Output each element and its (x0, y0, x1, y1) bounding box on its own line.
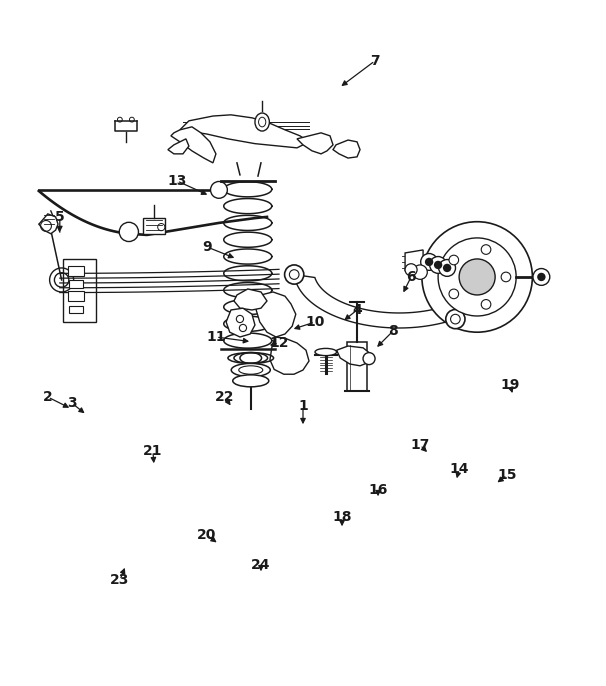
Polygon shape (180, 115, 309, 148)
Text: 14: 14 (450, 462, 469, 476)
Text: 4: 4 (352, 303, 362, 317)
Text: 16: 16 (368, 483, 388, 497)
Text: 24: 24 (251, 558, 271, 572)
Circle shape (210, 182, 227, 198)
Text: 13: 13 (167, 174, 187, 188)
Text: 17: 17 (410, 438, 430, 452)
Circle shape (451, 314, 460, 324)
Polygon shape (256, 292, 296, 337)
Text: 22: 22 (215, 390, 235, 404)
Text: 5: 5 (55, 210, 65, 224)
Circle shape (501, 272, 511, 282)
Circle shape (422, 222, 532, 332)
Circle shape (434, 261, 442, 269)
Circle shape (425, 258, 433, 266)
Circle shape (537, 273, 545, 281)
Text: 10: 10 (305, 315, 325, 329)
Text: 2: 2 (43, 390, 53, 404)
Text: 7: 7 (370, 54, 380, 68)
Text: 15: 15 (498, 468, 517, 482)
Polygon shape (297, 133, 333, 154)
Bar (68, 266, 84, 276)
Bar (70, 306, 82, 313)
Circle shape (290, 270, 299, 279)
Circle shape (481, 245, 491, 255)
Circle shape (421, 254, 438, 270)
Circle shape (439, 259, 456, 276)
Circle shape (533, 268, 550, 285)
Polygon shape (226, 308, 255, 337)
Text: 3: 3 (67, 396, 76, 410)
Text: 11: 11 (206, 330, 225, 344)
Polygon shape (333, 140, 360, 158)
Bar (143, 217, 165, 235)
Circle shape (285, 265, 304, 284)
Polygon shape (234, 289, 267, 310)
Circle shape (481, 300, 491, 309)
Circle shape (449, 289, 459, 298)
Text: 23: 23 (110, 573, 130, 587)
Text: 8: 8 (388, 324, 398, 338)
Bar (347, 342, 367, 391)
Polygon shape (336, 346, 372, 366)
Bar (63, 259, 96, 322)
Text: 6: 6 (406, 270, 416, 284)
Circle shape (443, 263, 451, 272)
Circle shape (413, 265, 427, 279)
Circle shape (363, 353, 375, 365)
Polygon shape (270, 337, 309, 375)
Ellipse shape (255, 113, 270, 131)
Text: 21: 21 (143, 444, 162, 458)
Polygon shape (171, 127, 216, 163)
Ellipse shape (231, 364, 270, 377)
Text: 12: 12 (269, 336, 288, 350)
Text: 1: 1 (298, 399, 308, 413)
Polygon shape (39, 214, 58, 234)
Circle shape (459, 259, 495, 295)
Bar (69, 280, 83, 288)
Text: 20: 20 (197, 528, 216, 542)
Circle shape (446, 309, 465, 329)
Circle shape (438, 238, 516, 316)
Circle shape (430, 257, 447, 273)
Text: 9: 9 (202, 240, 211, 254)
Text: 19: 19 (501, 378, 520, 392)
Circle shape (405, 263, 417, 276)
Polygon shape (405, 250, 423, 271)
Polygon shape (294, 274, 455, 328)
Bar (68, 292, 84, 301)
Text: 18: 18 (332, 510, 351, 524)
Polygon shape (168, 139, 189, 154)
Ellipse shape (315, 348, 336, 355)
Circle shape (119, 222, 139, 241)
Ellipse shape (233, 375, 269, 387)
Circle shape (449, 255, 459, 265)
